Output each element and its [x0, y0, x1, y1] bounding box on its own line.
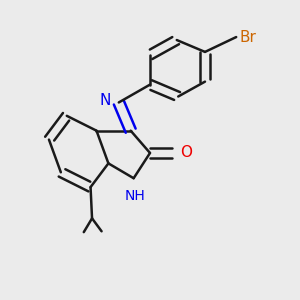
- Text: NH: NH: [125, 189, 146, 202]
- Text: N: N: [100, 93, 111, 108]
- Text: Br: Br: [240, 30, 256, 45]
- Text: O: O: [180, 146, 192, 160]
